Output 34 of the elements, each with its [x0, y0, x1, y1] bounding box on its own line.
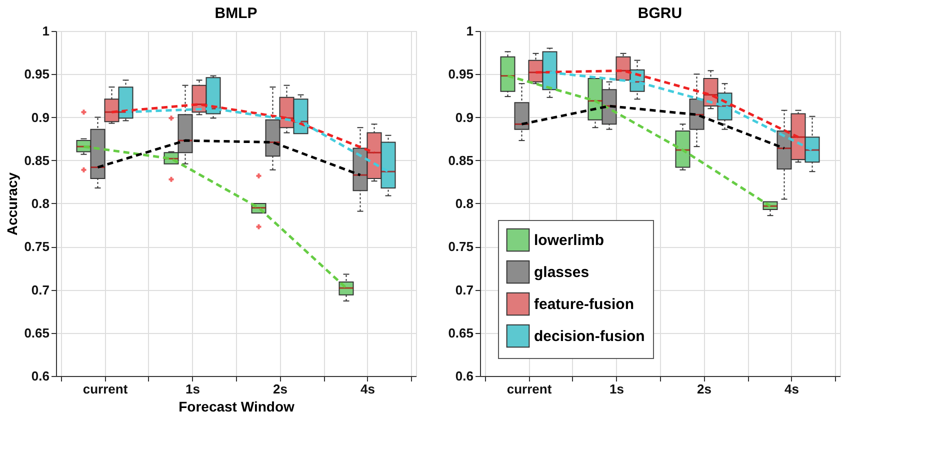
legend-label: decision-fusion — [534, 328, 645, 345]
y-tick-label: 1 — [42, 24, 50, 38]
chart-title: BGRU — [638, 5, 682, 22]
x-tick-label: 4s — [360, 382, 375, 396]
legend-label: glasses — [534, 264, 590, 281]
x-tick-label: 2s — [273, 382, 288, 396]
y-tick-label: 0.7 — [31, 282, 50, 298]
x-tick-label: 1s — [186, 382, 200, 396]
x-axis-title: Forecast Window — [178, 398, 294, 414]
legend-label: lowerlimb — [534, 232, 604, 249]
chart-title: BMLP — [214, 5, 258, 22]
y-tick-label: 0.9 — [31, 110, 50, 125]
x-tick-label: 1s — [610, 382, 624, 396]
y-tick-label: 0.65 — [24, 325, 50, 340]
x-tick-label: current — [82, 382, 128, 396]
y-tick-label: 0.75 — [24, 239, 50, 254]
y-tick-label: 0.6 — [31, 368, 50, 384]
x-tick-label: current — [506, 382, 552, 396]
legend-label: feature-fusion — [534, 296, 634, 313]
y-tick-label: 0.85 — [448, 152, 474, 168]
y-tick-label: 0.9 — [455, 110, 474, 125]
y-tick-label: 0.75 — [448, 239, 474, 254]
y-tick-label: 0.8 — [455, 196, 474, 211]
y-tick-label: 0.95 — [448, 66, 474, 82]
y-tick-label: 0.85 — [24, 152, 50, 168]
x-tick-label: 4s — [784, 382, 799, 396]
x-tick-label: 2s — [697, 382, 712, 396]
y-tick-label: 0.7 — [455, 282, 474, 298]
y-tick-label: 0.6 — [455, 368, 474, 384]
y-axis-title: Accuracy — [4, 172, 20, 236]
y-tick-label: 0.65 — [448, 325, 474, 340]
y-tick-label: 1 — [466, 24, 474, 38]
y-tick-label: 0.95 — [24, 66, 50, 82]
y-tick-label: 0.8 — [31, 196, 50, 211]
